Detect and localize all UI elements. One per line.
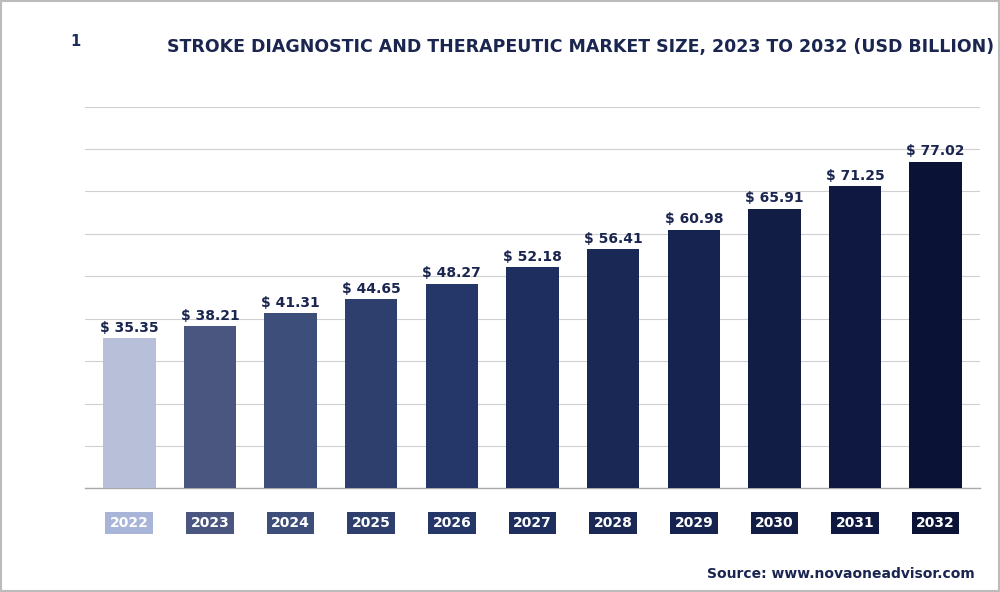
Text: 2024: 2024 — [271, 516, 310, 530]
Bar — [103, 339, 156, 488]
Text: 2025: 2025 — [352, 516, 391, 530]
Text: 2026: 2026 — [432, 516, 471, 530]
Bar — [748, 209, 801, 488]
Text: $ 71.25: $ 71.25 — [826, 169, 884, 183]
Text: 2027: 2027 — [513, 516, 552, 530]
Text: $ 41.31: $ 41.31 — [261, 296, 320, 310]
Bar — [668, 230, 720, 488]
Text: $ 65.91: $ 65.91 — [745, 191, 804, 205]
Text: $ 48.27: $ 48.27 — [422, 266, 481, 280]
Bar — [264, 313, 317, 488]
Text: NOVA: NOVA — [19, 34, 65, 49]
Text: $ 38.21: $ 38.21 — [181, 309, 239, 323]
Bar — [345, 299, 397, 488]
Text: STROKE DIAGNOSTIC AND THERAPEUTIC MARKET SIZE, 2023 TO 2032 (USD BILLION): STROKE DIAGNOSTIC AND THERAPEUTIC MARKET… — [167, 38, 994, 56]
Text: 2030: 2030 — [755, 516, 794, 530]
Bar — [506, 267, 559, 488]
Text: $ 52.18: $ 52.18 — [503, 250, 562, 263]
Text: $ 60.98: $ 60.98 — [665, 213, 723, 226]
Bar — [426, 284, 478, 488]
Bar — [829, 186, 881, 488]
Text: $ 35.35: $ 35.35 — [100, 321, 159, 335]
Text: 2028: 2028 — [594, 516, 633, 530]
Text: Source: www.novaoneadvisor.com: Source: www.novaoneadvisor.com — [707, 567, 975, 581]
Text: 2032: 2032 — [916, 516, 955, 530]
Bar — [587, 249, 639, 488]
Text: $ 77.02: $ 77.02 — [906, 144, 965, 158]
Bar — [909, 162, 962, 488]
Text: $ 56.41: $ 56.41 — [584, 231, 643, 246]
Text: 2022: 2022 — [110, 516, 149, 530]
Text: 2023: 2023 — [191, 516, 229, 530]
Text: ADVISOR: ADVISOR — [91, 34, 166, 49]
Text: 2029: 2029 — [674, 516, 713, 530]
Text: 1: 1 — [70, 34, 80, 49]
Bar — [184, 326, 236, 488]
Text: $ 44.65: $ 44.65 — [342, 282, 401, 295]
Text: 2031: 2031 — [836, 516, 874, 530]
